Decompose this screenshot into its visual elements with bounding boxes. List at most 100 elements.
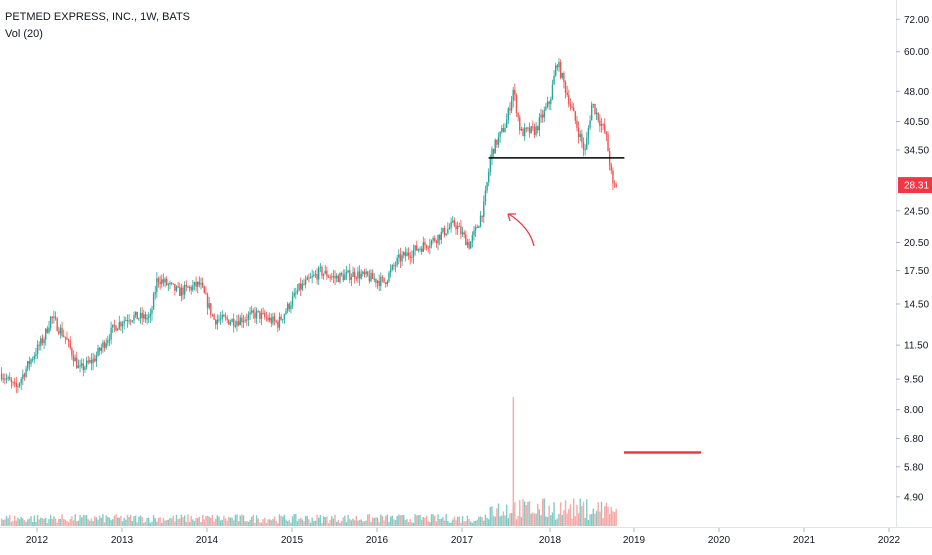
- candle-body: [18, 383, 21, 386]
- volume-bar: [579, 498, 581, 526]
- candle-body: [545, 106, 547, 110]
- candle-body: [391, 265, 393, 270]
- volume-bar: [481, 517, 483, 526]
- volume-bar: [5, 515, 8, 526]
- candle-body: [574, 111, 577, 121]
- candle-body: [76, 357, 78, 369]
- volume-bar: [283, 514, 286, 526]
- candle-body: [492, 148, 495, 154]
- candle-body: [7, 377, 9, 379]
- candle-body: [115, 325, 117, 331]
- volume-bar: [221, 519, 223, 526]
- volume-bar: [590, 513, 593, 526]
- candle-body: [381, 276, 384, 278]
- volume-bar: [123, 517, 125, 526]
- time-axis[interactable]: 2012 2013 2014 2015 2016 2017 2018 2019 2020 2021…: [26, 528, 901, 546]
- volume-bar: [36, 514, 39, 526]
- candle-body: [192, 285, 194, 291]
- candle-body: [144, 314, 147, 320]
- volume-bar: [360, 519, 362, 526]
- candle-body: [278, 316, 281, 328]
- candle-body: [357, 271, 359, 279]
- volume-bar: [239, 515, 241, 526]
- volume-bar: [407, 521, 410, 526]
- candle-body: [474, 227, 477, 231]
- candle-body: [236, 321, 238, 326]
- candle-body: [429, 245, 431, 248]
- candle-body: [206, 294, 209, 308]
- volume-bar: [59, 519, 62, 526]
- volume-bar: [249, 519, 251, 526]
- volume-bar: [394, 520, 397, 526]
- volume-bar: [10, 521, 13, 526]
- candle-body: [342, 274, 344, 281]
- candle-body: [82, 363, 85, 371]
- candle-body: [582, 141, 585, 150]
- candle-body: [586, 137, 588, 150]
- volume-bar: [553, 502, 555, 526]
- volume-bar: [30, 516, 32, 526]
- candle-body: [270, 317, 272, 324]
- candle-body: [36, 344, 39, 355]
- candle-body: [265, 316, 268, 318]
- volume-bar: [492, 515, 495, 526]
- symbol-title[interactable]: PETMED EXPRESS, INC., 1W, BATS: [5, 11, 191, 23]
- candle-body: [116, 328, 119, 331]
- candle-body: [550, 99, 552, 104]
- candle-body: [316, 274, 318, 280]
- candle-body: [590, 104, 593, 121]
- volume-bar: [558, 513, 560, 526]
- candle-body: [422, 242, 425, 252]
- volume-bar: [151, 521, 153, 526]
- candle-body: [246, 319, 248, 321]
- candle-body: [541, 114, 544, 118]
- candle-body: [489, 158, 492, 172]
- volume-bar: [28, 518, 31, 526]
- candle-body: [22, 374, 24, 379]
- candle-body: [51, 316, 53, 318]
- volume-bar: [303, 521, 305, 526]
- volume-bar: [131, 520, 134, 526]
- volume-bar: [291, 516, 294, 526]
- volume-bar: [197, 518, 199, 526]
- candle-body: [17, 385, 19, 387]
- candle-body: [267, 317, 269, 321]
- volume-bar: [525, 505, 527, 526]
- volume-bar: [182, 517, 184, 526]
- volume-bar: [62, 519, 65, 526]
- candle-body: [409, 255, 411, 258]
- volume-bar: [126, 514, 129, 526]
- candle-body: [183, 285, 186, 295]
- volume-bar: [586, 499, 588, 526]
- volume-bar: [424, 517, 426, 526]
- volume-bar: [309, 522, 312, 526]
- volume-bar: [241, 514, 243, 526]
- candle-body: [103, 342, 106, 348]
- candle-body: [56, 318, 58, 331]
- candle-body: [376, 280, 379, 283]
- candle-body: [458, 226, 460, 228]
- price-axis[interactable]: 72.00 60.00 48.00 40.50 34.50 28.31 24.50 20.50…: [896, 15, 932, 504]
- chart-legend: PETMED EXPRESS, INC., 1W, BATS Vol (20): [5, 9, 190, 43]
- candle-body: [308, 277, 310, 279]
- volume-bar: [582, 501, 585, 526]
- volume-bar: [105, 515, 107, 526]
- candle-body: [339, 273, 341, 283]
- volume-bar: [432, 514, 434, 526]
- volume-bar: [268, 519, 271, 526]
- candle-body: [280, 316, 282, 320]
- volume-bar: [564, 500, 567, 526]
- candle-body: [478, 226, 480, 228]
- volume-bar: [15, 520, 17, 526]
- candle-body: [205, 292, 207, 295]
- volume-bar: [170, 518, 173, 526]
- volume-bar: [376, 517, 379, 526]
- time-tick-label: 2017: [451, 535, 474, 546]
- candle-body: [453, 220, 456, 226]
- candle-body: [510, 100, 513, 111]
- candle-body: [584, 149, 586, 151]
- volume-bar: [272, 518, 274, 526]
- candle-body: [64, 336, 67, 338]
- volume-indicator-label[interactable]: Vol (20): [5, 28, 43, 40]
